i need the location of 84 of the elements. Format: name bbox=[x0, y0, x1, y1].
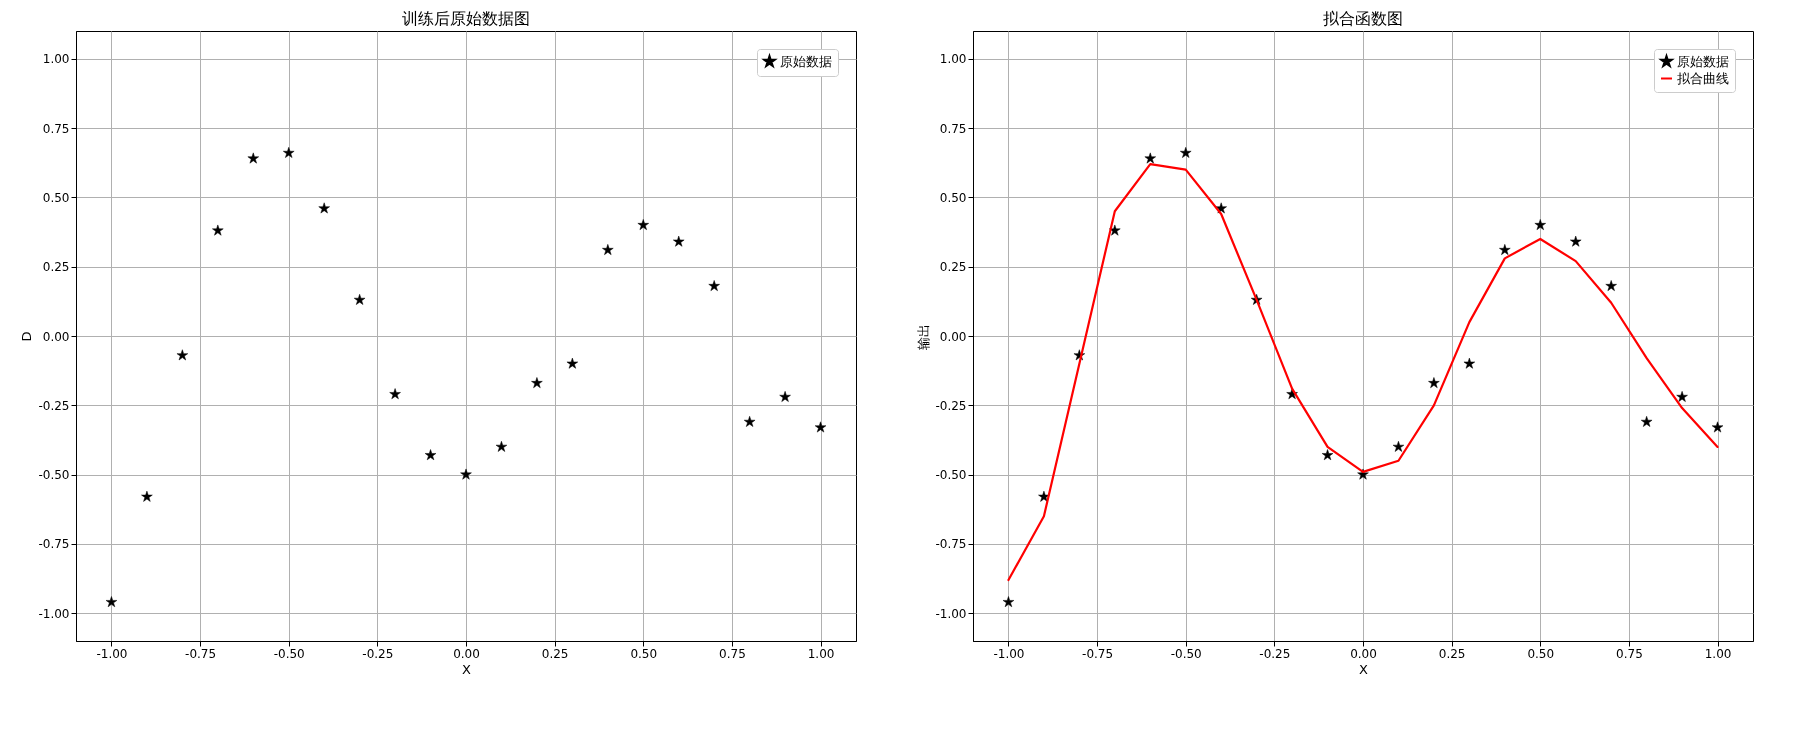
y-tick-label: 1.00 bbox=[42, 52, 70, 67]
point bbox=[247, 152, 259, 164]
point bbox=[637, 219, 649, 230]
x-tick-label: -0.50 bbox=[273, 646, 305, 661]
y-tick-label: 0.50 bbox=[42, 190, 70, 205]
point bbox=[318, 202, 330, 214]
y-tick-label: 0.75 bbox=[939, 121, 967, 136]
point bbox=[1002, 596, 1015, 608]
x-tick-label: -0.50 bbox=[1170, 646, 1202, 661]
x-tick-label: -1.00 bbox=[96, 646, 128, 661]
point bbox=[673, 235, 685, 247]
point bbox=[1534, 219, 1546, 230]
y-tick-label: -0.75 bbox=[935, 537, 967, 552]
y-axis-title: D bbox=[19, 331, 35, 342]
y-tick-label: -0.75 bbox=[38, 537, 70, 552]
x-axis-title: X bbox=[462, 661, 472, 677]
x-tick-label: -0.25 bbox=[1259, 646, 1291, 661]
y-tick-label: -1.00 bbox=[935, 606, 967, 621]
point bbox=[389, 388, 401, 400]
point bbox=[1428, 377, 1440, 388]
point bbox=[176, 349, 189, 361]
point bbox=[141, 490, 153, 502]
chart-title: 训练后原始数据图 bbox=[402, 9, 530, 28]
point bbox=[814, 421, 827, 433]
point bbox=[566, 357, 579, 369]
legend-label: 原始数据 bbox=[1677, 53, 1729, 69]
y-tick-label: -0.50 bbox=[935, 468, 967, 483]
point bbox=[743, 416, 756, 427]
y-tick-label: -0.50 bbox=[38, 468, 70, 483]
point bbox=[495, 440, 508, 452]
point bbox=[779, 391, 791, 402]
x-tick-label: 1.00 bbox=[1704, 646, 1732, 661]
y-tick-label: -0.25 bbox=[38, 398, 70, 413]
y-tick-label: 0.00 bbox=[939, 329, 967, 344]
point bbox=[1570, 235, 1582, 247]
x-tick-label: 1.00 bbox=[807, 646, 835, 661]
x-axis-title: X bbox=[1359, 661, 1369, 677]
point bbox=[708, 280, 720, 291]
x-tick-label: 0.25 bbox=[541, 646, 569, 661]
point bbox=[1463, 357, 1476, 369]
y-tick-label: -1.00 bbox=[38, 606, 70, 621]
x-tick-label: -0.75 bbox=[1082, 646, 1114, 661]
point bbox=[1321, 449, 1334, 461]
point bbox=[1038, 490, 1050, 502]
point bbox=[1357, 468, 1369, 480]
legend-label: 拟合曲线 bbox=[1677, 70, 1729, 86]
x-tick-label: 0.25 bbox=[1438, 646, 1466, 661]
x-tick-label: -0.25 bbox=[362, 646, 394, 661]
x-tick-label: -0.75 bbox=[185, 646, 217, 661]
point bbox=[1180, 147, 1192, 158]
point bbox=[353, 294, 366, 305]
point bbox=[1605, 280, 1617, 291]
x-tick-label: 0.75 bbox=[719, 646, 746, 661]
point bbox=[1711, 421, 1724, 433]
y-tick-label: -0.25 bbox=[935, 398, 967, 413]
x-tick-label: 0.75 bbox=[1616, 646, 1643, 661]
point bbox=[212, 224, 224, 236]
y-tick-label: 1.00 bbox=[939, 52, 967, 67]
point bbox=[424, 449, 437, 461]
point bbox=[1499, 244, 1511, 255]
y-tick-label: 0.50 bbox=[939, 190, 967, 205]
point bbox=[602, 244, 614, 255]
chart-title: 拟合函数图 bbox=[1323, 9, 1403, 28]
x-tick-label: 0.00 bbox=[453, 646, 480, 661]
point bbox=[105, 596, 118, 608]
point bbox=[1144, 152, 1156, 164]
point bbox=[531, 377, 543, 388]
x-tick-label: 0.50 bbox=[1527, 646, 1555, 661]
y-tick-label: 0.75 bbox=[42, 121, 70, 136]
point bbox=[283, 147, 295, 158]
y-tick-label: 0.25 bbox=[42, 260, 70, 275]
point bbox=[1215, 202, 1227, 214]
point bbox=[1392, 440, 1405, 452]
point bbox=[1109, 224, 1121, 236]
x-tick-label: 0.50 bbox=[630, 646, 658, 661]
point bbox=[460, 468, 472, 480]
legend-label: 原始数据 bbox=[780, 53, 832, 69]
x-tick-label: -1.00 bbox=[993, 646, 1025, 661]
point bbox=[1676, 391, 1688, 402]
x-tick-label: 0.00 bbox=[1350, 646, 1377, 661]
y-axis-title: 输出 bbox=[916, 323, 932, 350]
y-tick-label: 0.00 bbox=[42, 329, 70, 344]
y-tick-label: 0.25 bbox=[939, 260, 967, 275]
point bbox=[1640, 416, 1653, 427]
